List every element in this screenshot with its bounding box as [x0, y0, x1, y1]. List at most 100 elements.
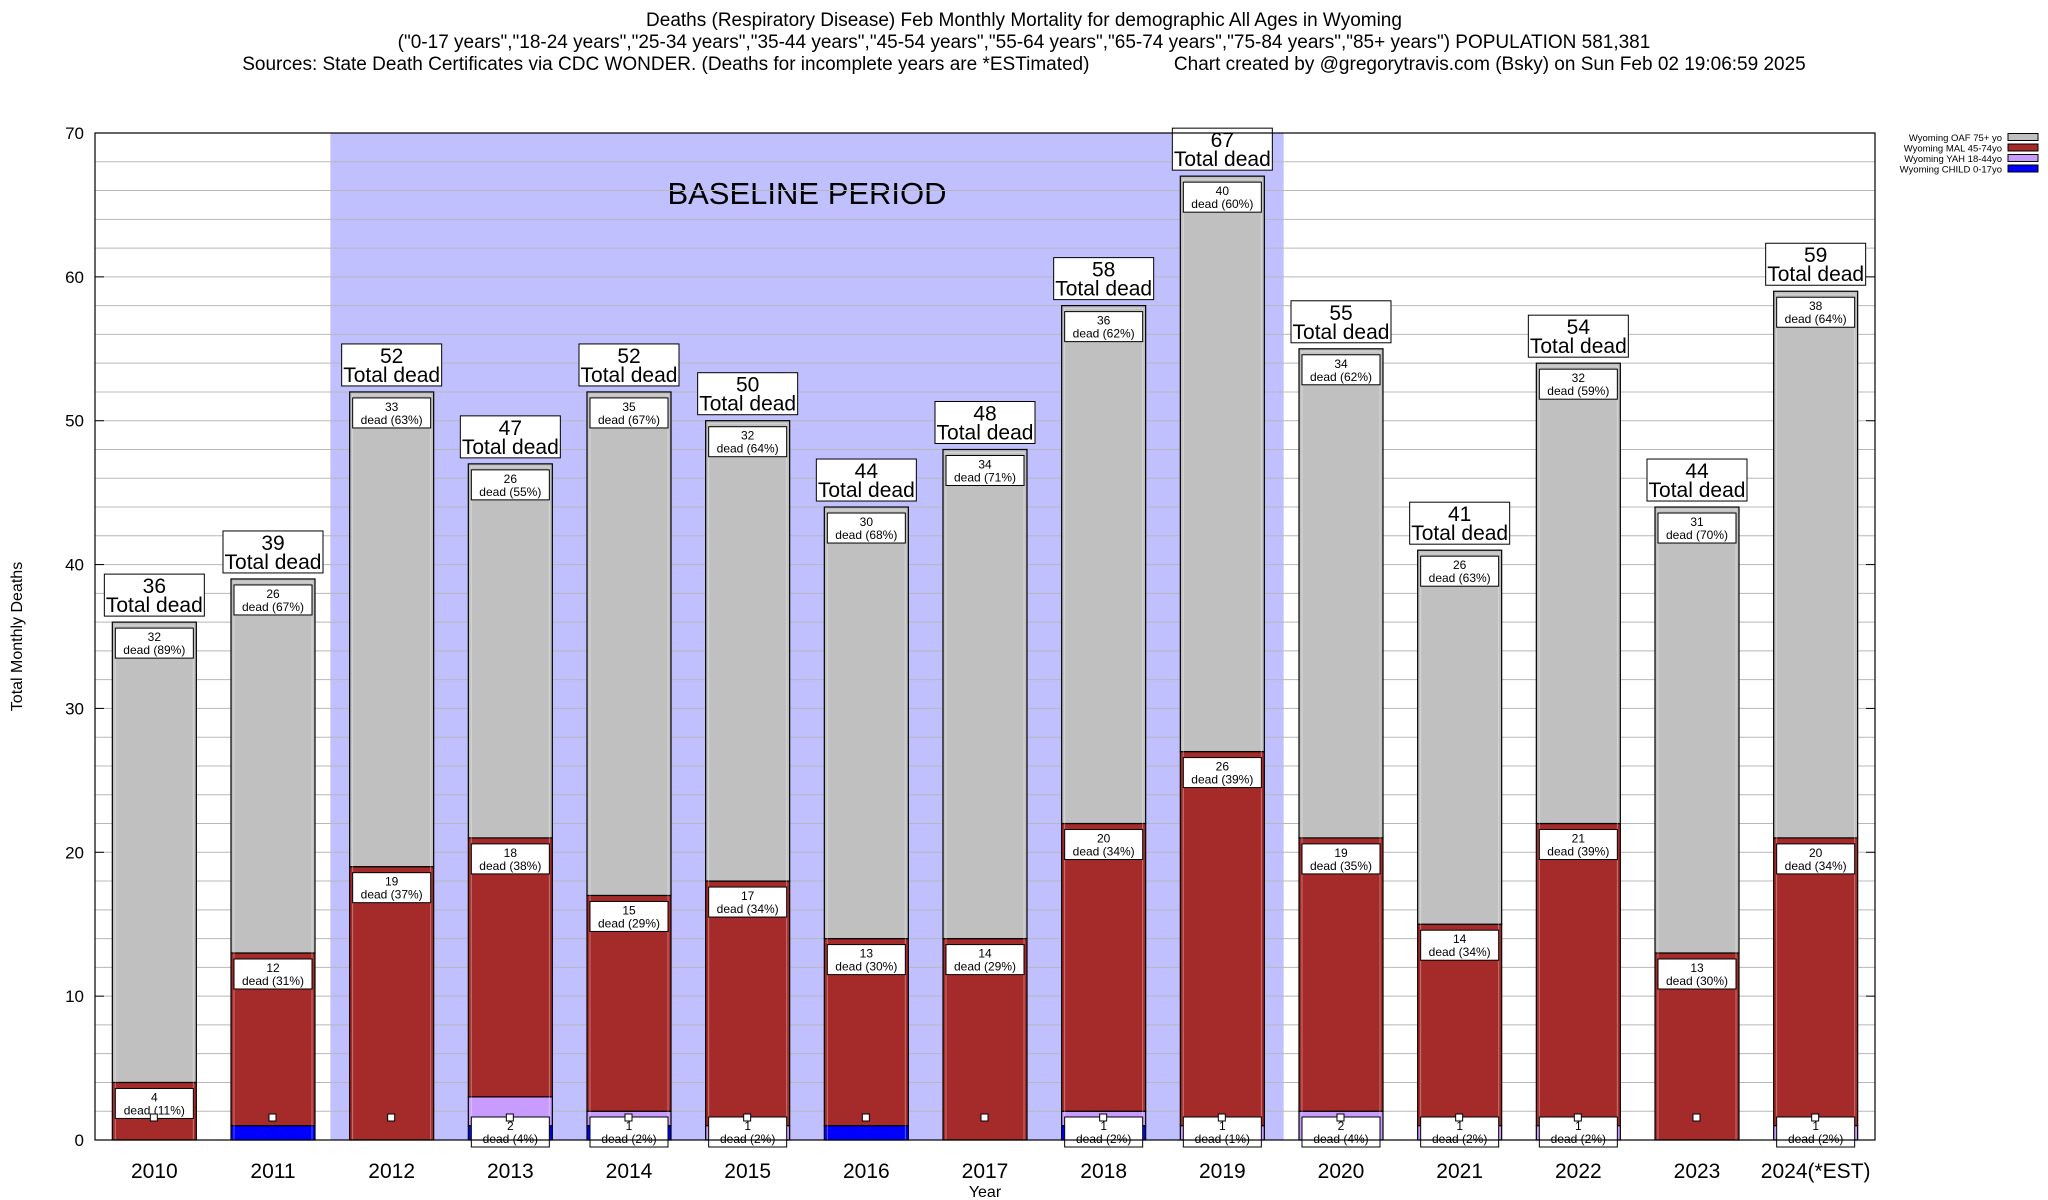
- segment-label-box: [1301, 354, 1381, 386]
- segment-label-box: [114, 627, 194, 659]
- total-label-text: Total dead: [1055, 278, 1152, 301]
- segment-label-value: 30: [860, 515, 874, 529]
- segment-label-box: [826, 512, 906, 544]
- segment-label-percent: dead (2%): [1551, 1132, 1606, 1146]
- segment-label-percent: dead (34%): [1785, 859, 1847, 873]
- segment-label-percent: dead (35%): [1310, 859, 1372, 873]
- bar-segment-mal: [349, 866, 435, 1141]
- segment-label-percent: dead (2%): [1788, 1132, 1843, 1146]
- segment-label-box: [589, 1116, 669, 1148]
- total-label-value: 50: [736, 374, 759, 397]
- segment-label-box: [1776, 843, 1856, 875]
- total-label-text: Total dead: [1767, 263, 1864, 286]
- bar-base-marker: [1455, 1113, 1464, 1122]
- y-tick-label: 10: [65, 987, 84, 1006]
- segment-label-box: [1420, 555, 1500, 587]
- bar-segment-oaf: [349, 391, 435, 868]
- bar-segment-oaf: [1773, 290, 1859, 839]
- bar-base-marker: [980, 1113, 989, 1122]
- chart-subtitle-demographics: ("0-17 years","18-24 years","25-34 years…: [397, 32, 1651, 53]
- total-label-box: [697, 372, 799, 416]
- segment-label-value: 2: [1338, 1119, 1345, 1133]
- y-tick-label: 30: [65, 699, 84, 718]
- segment-label-value: 36: [1097, 314, 1111, 328]
- bar-segment-oaf: [823, 506, 909, 940]
- segment-label-value: 14: [978, 947, 992, 961]
- bar-segment-oaf: [586, 391, 672, 897]
- bar-segment-oaf: [111, 621, 197, 1084]
- segment-label-percent: dead (67%): [598, 413, 660, 427]
- segment-label-percent: dead (30%): [835, 960, 897, 974]
- segment-label-box: [1064, 829, 1144, 861]
- total-label-value: 67: [1211, 129, 1234, 152]
- bar-segment-oaf: [230, 578, 316, 954]
- segment-label-value: 34: [978, 457, 992, 471]
- legend-label: Wyoming MAL 45-74yo: [1904, 144, 2002, 155]
- total-label-value: 52: [617, 345, 640, 368]
- total-label-text: Total dead: [343, 364, 440, 387]
- segment-label-percent: dead (11%): [124, 1103, 185, 1117]
- chart-title: Deaths (Respiratory Disease) Feb Monthly…: [646, 10, 1402, 31]
- segment-label-box: [1182, 757, 1262, 789]
- total-label-text: Total dead: [1411, 522, 1508, 545]
- segment-label-box: [1776, 1116, 1856, 1148]
- segment-label-value: 1: [1456, 1119, 1463, 1133]
- bar-segment-mal: [1535, 822, 1621, 1127]
- segment-label-box: [1064, 1116, 1144, 1148]
- legend-swatch-mal: [2007, 143, 2039, 152]
- total-label-text: Total dead: [581, 364, 678, 387]
- total-label-value: 47: [499, 417, 522, 440]
- total-label-box: [222, 530, 324, 574]
- bar-base-marker: [387, 1113, 396, 1122]
- bar-segment-oaf: [1298, 348, 1384, 839]
- segment-label-value: 1: [626, 1119, 633, 1133]
- x-tick-label: 2020: [1318, 1160, 1365, 1183]
- segment-label-percent: dead (60%): [1191, 197, 1253, 211]
- y-tick-label: 60: [65, 268, 84, 287]
- bar-base-marker: [1099, 1113, 1108, 1122]
- segment-label-value: 19: [385, 875, 399, 889]
- segment-label-value: 13: [860, 947, 874, 961]
- bar-base-marker: [1811, 1113, 1820, 1122]
- x-tick-label: 2016: [843, 1160, 890, 1183]
- segment-label-value: 26: [1453, 558, 1467, 572]
- bar-segment-mal: [1061, 822, 1147, 1112]
- segment-label-percent: dead (2%): [720, 1132, 775, 1146]
- segment-label-percent: dead (59%): [1547, 384, 1609, 398]
- plot-frame: [94, 132, 1876, 1141]
- total-label-box: [1765, 242, 1867, 286]
- total-label-text: Total dead: [462, 436, 559, 459]
- total-label-box: [1290, 300, 1392, 344]
- segment-label-percent: dead (38%): [479, 859, 541, 873]
- total-label-box: [459, 415, 561, 459]
- segment-label-percent: dead (37%): [361, 888, 423, 902]
- legend-label: Wyoming OAF 75+ yo: [1909, 133, 2002, 144]
- segment-label-value: 32: [148, 630, 162, 644]
- segment-label-percent: dead (63%): [1429, 571, 1491, 585]
- segment-label-percent: dead (89%): [123, 643, 185, 657]
- segment-label-box: [233, 584, 313, 616]
- total-label-text: Total dead: [1530, 335, 1627, 358]
- segment-label-box: [1182, 181, 1262, 213]
- total-label-value: 39: [261, 532, 284, 555]
- segment-label-box: [708, 426, 788, 458]
- bar-base-marker: [268, 1113, 277, 1122]
- segment-label-box: [945, 944, 1025, 976]
